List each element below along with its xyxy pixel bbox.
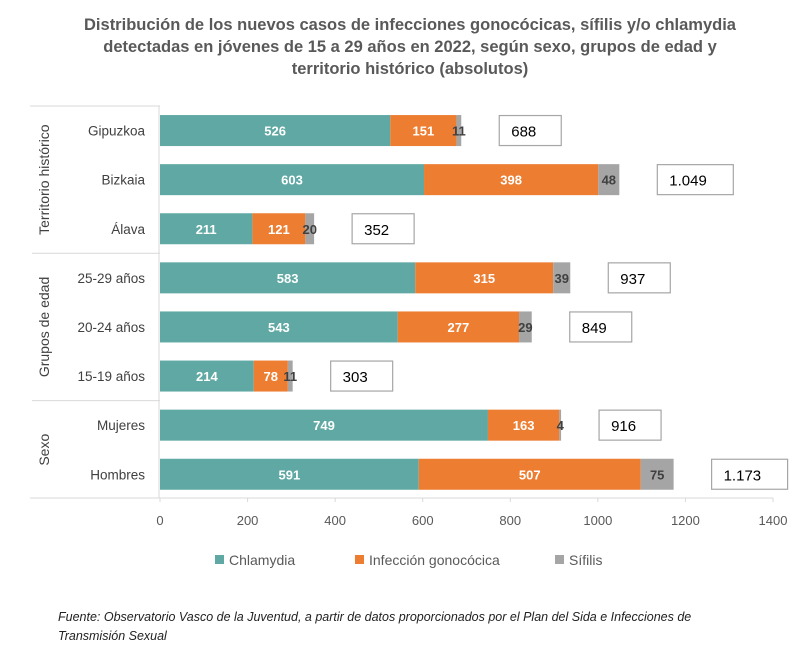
total-box bbox=[351, 213, 415, 245]
data-label: 543 bbox=[268, 320, 290, 335]
group-label: Grupos de edad bbox=[36, 277, 52, 377]
total-box bbox=[607, 262, 671, 294]
bar-segment-sífilis bbox=[287, 360, 293, 392]
data-label: 29 bbox=[518, 320, 532, 335]
source-note: Fuente: Observatorio Vasco de la Juventu… bbox=[58, 610, 692, 643]
total-box bbox=[656, 164, 734, 196]
chart-title: Distribución de los nuevos casos de infe… bbox=[84, 16, 736, 78]
total-label: 916 bbox=[611, 418, 636, 435]
data-label: 603 bbox=[281, 173, 303, 188]
data-label: 4 bbox=[557, 418, 565, 433]
total-box bbox=[598, 409, 662, 441]
bar-segment-sífilis bbox=[640, 458, 674, 490]
total-box bbox=[569, 311, 633, 343]
bar-segment-sífilis bbox=[553, 262, 571, 294]
bar-segment-infección-gonocócica bbox=[424, 164, 599, 196]
total-label: 937 bbox=[620, 271, 645, 288]
data-label: 48 bbox=[602, 173, 616, 188]
total-label: 1.173 bbox=[724, 467, 762, 484]
data-label: 749 bbox=[313, 418, 335, 433]
data-label: 151 bbox=[413, 124, 435, 139]
bar-segment-chlamydia bbox=[160, 360, 254, 392]
bar-segment-sífilis bbox=[305, 213, 315, 245]
x-tick-label: 0 bbox=[156, 513, 163, 528]
x-tick-label: 1200 bbox=[671, 513, 700, 528]
bar-segment-chlamydia bbox=[160, 458, 419, 490]
bar-segment-chlamydia bbox=[160, 115, 391, 147]
total-box bbox=[330, 360, 394, 392]
bar-chart: Territorio histórico Grupos de edad Sexo 0 2… bbox=[30, 105, 789, 568]
total-label: 688 bbox=[511, 124, 536, 141]
bar-segment-chlamydia bbox=[160, 164, 425, 196]
x-tick-label: 400 bbox=[324, 513, 346, 528]
data-label: 526 bbox=[264, 124, 286, 139]
bar-segment-infección-gonocócica bbox=[397, 311, 520, 343]
bar-segment-infección-gonocócica bbox=[418, 458, 641, 490]
data-label: 39 bbox=[554, 271, 568, 286]
x-tick-label: 1000 bbox=[583, 513, 612, 528]
bar-segment-infección-gonocócica bbox=[415, 262, 554, 294]
bar-segment-sífilis bbox=[559, 409, 562, 441]
data-label: 277 bbox=[448, 320, 470, 335]
category-label: Bizkaia bbox=[101, 173, 145, 188]
data-label: 11 bbox=[283, 369, 297, 384]
total-box bbox=[498, 114, 562, 147]
x-tick-label: 600 bbox=[412, 513, 434, 528]
group-label: Sexo bbox=[36, 434, 52, 466]
category-label: Mujeres bbox=[97, 418, 145, 433]
category-label: Gipuzkoa bbox=[88, 124, 146, 139]
total-label: 849 bbox=[582, 320, 607, 337]
bar-segment-infección-gonocócica bbox=[252, 213, 306, 245]
bar-segment-infección-gonocócica bbox=[253, 360, 288, 392]
group-label: Territorio histórico bbox=[36, 124, 52, 235]
total-label: 303 bbox=[343, 369, 368, 386]
bar-segment-infección-gonocócica bbox=[487, 409, 560, 441]
x-tick-label: 1400 bbox=[759, 513, 788, 528]
category-label: Hombres bbox=[90, 467, 145, 482]
data-label: 315 bbox=[473, 271, 495, 286]
data-label: 214 bbox=[196, 369, 218, 384]
category-label: 25-29 años bbox=[77, 271, 145, 286]
bar-segment-chlamydia bbox=[160, 311, 398, 343]
data-label: 11 bbox=[452, 124, 466, 139]
bar-segment-infección-gonocócica bbox=[390, 115, 457, 147]
category-label: 15-19 años bbox=[77, 369, 145, 384]
bar-segment-sífilis bbox=[519, 311, 532, 343]
bar-segment-chlamydia bbox=[160, 213, 253, 245]
data-label: 398 bbox=[500, 173, 522, 188]
x-tick-label: 200 bbox=[237, 513, 259, 528]
data-label: 507 bbox=[519, 467, 541, 482]
legend-label: Sífilis bbox=[569, 552, 602, 568]
legend-label: Infección gonocócica bbox=[369, 552, 500, 568]
data-label: 163 bbox=[513, 418, 535, 433]
bar-segment-sífilis bbox=[456, 115, 462, 147]
data-label: 75 bbox=[650, 467, 664, 482]
category-label: Álava bbox=[111, 222, 145, 237]
bar-segment-sífilis bbox=[598, 164, 620, 196]
total-box bbox=[711, 458, 789, 490]
legend-swatch bbox=[215, 555, 224, 564]
x-tick-label: 800 bbox=[499, 513, 521, 528]
data-label: 211 bbox=[196, 222, 217, 237]
total-label: 1.049 bbox=[669, 173, 707, 190]
data-label: 20 bbox=[303, 222, 317, 237]
data-label: 591 bbox=[279, 467, 301, 482]
category-label: 20-24 años bbox=[77, 320, 145, 335]
legend-swatch bbox=[355, 555, 364, 564]
legend-swatch bbox=[555, 555, 564, 564]
bar-segment-chlamydia bbox=[160, 409, 488, 441]
legend-label: Chlamydia bbox=[229, 552, 295, 568]
total-label: 352 bbox=[364, 222, 389, 239]
data-label: 121 bbox=[268, 222, 290, 237]
data-label: 583 bbox=[277, 271, 299, 286]
bar-segment-chlamydia bbox=[160, 262, 416, 294]
data-label: 78 bbox=[264, 369, 278, 384]
